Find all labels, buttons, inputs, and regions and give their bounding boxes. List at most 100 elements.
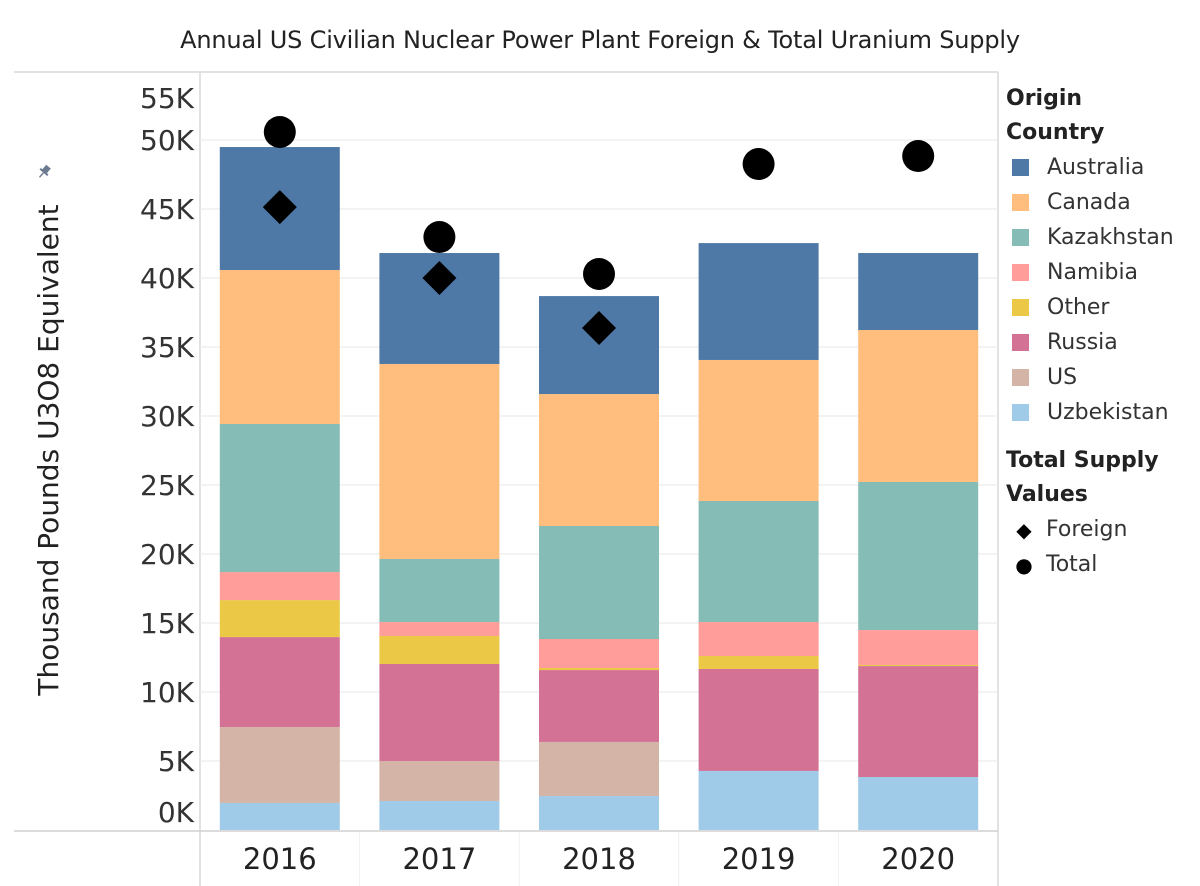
bar-segment-other[interactable] [698, 655, 819, 669]
bar-segment-russia[interactable] [698, 668, 819, 771]
legend-item-namibia[interactable]: Namibia [1006, 255, 1200, 290]
circle-icon: ● [1015, 552, 1033, 577]
legend-label: Other [1047, 295, 1110, 320]
bar-stack-2019[interactable] [698, 243, 819, 830]
y-tick-label: 25K [140, 469, 195, 502]
legend-item-canada[interactable]: Canada [1006, 185, 1200, 220]
bar-segment-namibia[interactable] [698, 622, 819, 656]
bar-segment-canada[interactable] [858, 330, 979, 482]
bar-segment-canada[interactable] [698, 359, 819, 502]
total-marker[interactable] [742, 148, 775, 181]
legend-label: Namibia [1047, 260, 1139, 285]
legend-swatch [1012, 334, 1029, 351]
bar-segment-russia[interactable] [219, 637, 340, 728]
y-tick-label: 10K [140, 676, 195, 709]
bar-segment-other[interactable] [379, 635, 500, 664]
legend-label: Australia [1047, 155, 1145, 180]
legend-label: Foreign [1046, 517, 1128, 542]
bar-segment-other[interactable] [858, 664, 979, 667]
legend-swatch [1012, 229, 1029, 246]
bar-stack-2020[interactable] [858, 253, 979, 830]
legend-item-foreign[interactable]: ◆ Foreign [1006, 512, 1200, 547]
bar-segment-kazakhstan[interactable] [379, 558, 500, 623]
bar-segment-uzbekistan[interactable] [698, 770, 819, 830]
chart-title: Annual US Civilian Nuclear Power Plant F… [180, 26, 1020, 54]
bar-segment-other[interactable] [219, 600, 340, 638]
bar-segment-other[interactable] [539, 667, 659, 671]
bar-segment-canada[interactable] [379, 363, 500, 559]
foreign-marker[interactable] [262, 190, 297, 225]
bar-segment-namibia[interactable] [539, 639, 659, 668]
bar-segment-canada[interactable] [219, 269, 340, 425]
color-legend-title-line2: Country [1006, 120, 1105, 145]
legend-label: Total [1046, 552, 1098, 577]
bar-segment-russia[interactable] [858, 666, 979, 778]
pin-icon[interactable] [36, 163, 53, 180]
shape-legend-title-line1: Total Supply [1006, 448, 1159, 473]
legend-swatch [1012, 299, 1029, 316]
legend-label: Kazakhstan [1047, 225, 1174, 250]
bar-segment-namibia[interactable] [379, 622, 500, 636]
y-tick-label: 40K [140, 262, 195, 295]
bar-segment-australia[interactable] [539, 296, 659, 395]
legend-swatch [1012, 264, 1029, 281]
bar-segment-us[interactable] [379, 761, 500, 802]
total-marker[interactable] [423, 221, 456, 254]
legend-item-kazakhstan[interactable]: Kazakhstan [1006, 220, 1200, 255]
legend-item-uzbekistan[interactable]: Uzbekistan [1006, 395, 1200, 430]
bar-segment-kazakhstan[interactable] [858, 481, 979, 631]
total-marker[interactable] [902, 140, 935, 173]
y-axis-label: Thousand Pounds U3O8 Equivalent [32, 204, 65, 696]
bar-segment-australia[interactable] [698, 243, 819, 360]
bar-segment-canada[interactable] [539, 394, 659, 526]
bar-segment-namibia[interactable] [858, 630, 979, 665]
bar-stack-2017[interactable] [379, 253, 500, 830]
shape-legend-title-line2: Values [1006, 482, 1088, 507]
foreign-marker[interactable] [422, 261, 457, 295]
bar-segment-namibia[interactable] [219, 572, 340, 601]
bar-segment-us[interactable] [219, 727, 340, 803]
legend-swatch [1012, 159, 1029, 176]
bar-segment-us[interactable] [539, 741, 659, 797]
legend-item-australia[interactable]: Australia [1006, 150, 1200, 185]
x-tick-label: 2018 [562, 842, 636, 876]
legend-item-russia[interactable]: Russia [1006, 325, 1200, 360]
x-tick-label: 2019 [722, 842, 796, 876]
total-marker[interactable] [583, 257, 615, 290]
legend-swatch [1012, 404, 1029, 421]
bar-segment-uzbekistan[interactable] [858, 777, 979, 830]
legend-item-other[interactable]: Other [1006, 290, 1200, 325]
y-tick-label: 55K [140, 82, 195, 115]
legend-item-us[interactable]: US [1006, 360, 1200, 395]
bar-segment-russia[interactable] [379, 663, 500, 761]
bar-segment-uzbekistan[interactable] [219, 802, 340, 830]
legend-label: US [1047, 365, 1078, 390]
y-tick-label: 30K [140, 400, 195, 433]
legend-label: Russia [1047, 330, 1118, 355]
bar-segment-kazakhstan[interactable] [539, 525, 659, 640]
legend-swatch [1012, 369, 1029, 386]
y-tick-label: 15K [140, 607, 195, 640]
y-axis-ticks: 0K 5K 10K 15K 20K 25K 30K 35K 40K 45K 50K 55K [140, 82, 195, 829]
bar-segment-kazakhstan[interactable] [698, 501, 819, 623]
y-tick-label: 45K [140, 193, 195, 226]
legend-label: Canada [1047, 190, 1131, 215]
total-marker[interactable] [263, 115, 296, 148]
y-tick-label: 20K [140, 538, 195, 571]
x-axis-ticks: 2016 2017 2018 2019 2020 [243, 832, 955, 886]
bar-segment-russia[interactable] [539, 670, 659, 742]
y-tick-label: 50K [140, 124, 195, 157]
bar-segment-uzbekistan[interactable] [539, 796, 659, 830]
bar-stack-2018[interactable] [539, 296, 659, 830]
bar-segment-kazakhstan[interactable] [219, 424, 340, 573]
x-tick-label: 2020 [881, 842, 955, 876]
foreign-marker[interactable] [582, 310, 616, 345]
legend-label: Uzbekistan [1047, 400, 1169, 425]
stacked-bars [219, 147, 979, 830]
bar-segment-uzbekistan[interactable] [379, 801, 500, 830]
x-tick-label: 2016 [243, 842, 317, 876]
bar-stack-2016[interactable] [219, 147, 340, 830]
bar-segment-australia[interactable] [858, 253, 979, 331]
legend-item-total[interactable]: ● Total [1006, 547, 1200, 582]
